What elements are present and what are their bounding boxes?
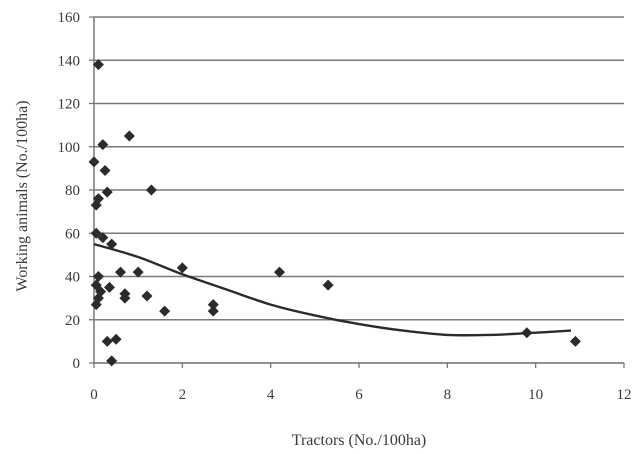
data-point	[92, 59, 104, 71]
x-tick-label: 6	[355, 387, 363, 403]
data-point	[106, 238, 118, 250]
data-point	[119, 292, 131, 304]
trendline-layer	[93, 242, 572, 337]
y-tick-label: 60	[65, 226, 80, 242]
x-tick-label: 8	[444, 387, 452, 403]
y-tick-label: 80	[65, 183, 80, 199]
data-points	[88, 59, 581, 367]
y-tick-label: 40	[65, 270, 80, 286]
data-point	[123, 130, 135, 142]
trendline	[93, 242, 572, 337]
x-tick-label: 2	[179, 387, 187, 403]
data-point	[90, 299, 102, 311]
x-tick-label: 10	[528, 387, 543, 403]
y-tick-label: 160	[58, 10, 81, 26]
x-tick-label: 12	[617, 387, 632, 403]
x-tick-label: 0	[90, 387, 98, 403]
x-axis-title: Tractors (No./100ha)	[292, 432, 427, 449]
data-point	[110, 333, 122, 345]
data-point	[97, 232, 109, 244]
y-tick-label: 120	[58, 97, 81, 113]
data-point	[101, 335, 113, 347]
data-point	[99, 165, 111, 177]
y-tick-labels: 0 20 40 60 80 100 120 140 160	[58, 10, 81, 372]
data-point	[207, 305, 219, 317]
x-tick-labels: 0 2 4 6 8 10 12	[90, 387, 631, 403]
y-axis-title: Working animals (No./100ha)	[14, 100, 31, 291]
x-tick-label: 4	[267, 387, 275, 403]
gridlines	[94, 16, 624, 321]
data-point	[141, 290, 153, 302]
y-tick-label: 140	[58, 53, 81, 69]
data-point	[92, 271, 104, 282]
data-point	[90, 199, 102, 211]
data-point	[569, 335, 581, 347]
data-point	[88, 156, 100, 168]
axes	[89, 16, 625, 368]
y-tick-label: 100	[58, 140, 81, 156]
y-tick-label: 0	[73, 356, 81, 372]
data-point	[145, 184, 157, 196]
data-point	[115, 266, 126, 278]
data-point	[207, 299, 219, 311]
data-point	[103, 281, 115, 293]
data-point	[274, 266, 285, 278]
y-tick-label: 20	[65, 313, 80, 329]
data-point	[97, 139, 109, 151]
data-point	[521, 327, 533, 339]
data-point	[176, 262, 188, 274]
data-point	[322, 279, 334, 291]
data-point	[159, 305, 171, 317]
data-point	[95, 286, 107, 298]
data-point	[132, 266, 144, 278]
data-point	[106, 355, 118, 367]
data-point	[101, 186, 113, 198]
